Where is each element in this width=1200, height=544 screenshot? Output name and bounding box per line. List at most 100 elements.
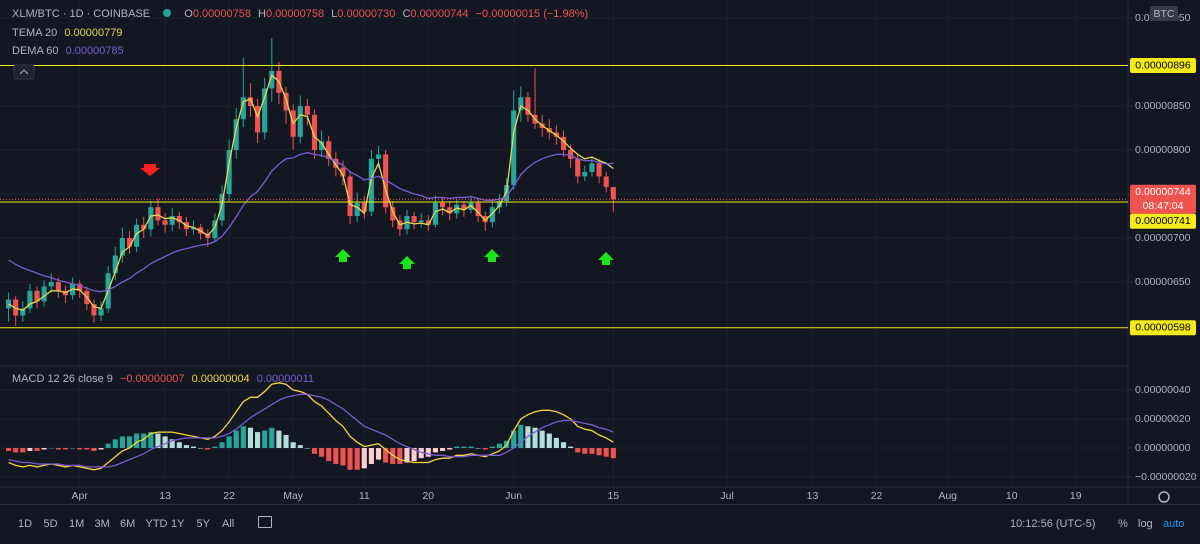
histogram-bar bbox=[105, 443, 111, 449]
histogram-bar bbox=[489, 446, 495, 449]
range-button[interactable]: 3M bbox=[94, 518, 110, 530]
range-button[interactable]: 1Y bbox=[171, 518, 185, 530]
percent-toggle[interactable]: % bbox=[1118, 518, 1128, 530]
sell-arrow bbox=[140, 164, 160, 176]
range-button[interactable]: 1D bbox=[18, 518, 33, 530]
histogram-bar bbox=[20, 448, 26, 453]
collapse-button[interactable] bbox=[13, 64, 35, 80]
collapse-icon bbox=[19, 69, 29, 75]
buy-arrow bbox=[598, 252, 614, 265]
candle-body bbox=[141, 224, 147, 230]
candle-body bbox=[5, 299, 12, 309]
log-toggle[interactable]: log bbox=[1138, 518, 1153, 530]
date-range-icon[interactable] bbox=[258, 516, 272, 528]
grid bbox=[0, 0, 1128, 486]
histogram-bar bbox=[411, 448, 417, 462]
x-tick-label: Jun bbox=[505, 490, 522, 502]
auto-toggle[interactable]: auto bbox=[1163, 518, 1185, 530]
macd-legend: MACD 12 26 close 9 −0.00000007 0.0000000… bbox=[12, 373, 318, 385]
histogram-bar bbox=[326, 448, 332, 462]
histogram-bar bbox=[126, 436, 133, 449]
candle-body bbox=[511, 110, 517, 186]
currency-badge[interactable] bbox=[1150, 6, 1178, 21]
histogram-bar bbox=[432, 448, 438, 453]
y-tick-label: −0.00000020 bbox=[1135, 471, 1197, 483]
histogram-bar bbox=[48, 448, 54, 449]
histogram-bar bbox=[276, 430, 282, 449]
candle-body bbox=[176, 216, 182, 223]
histogram-bar bbox=[205, 448, 211, 450]
histogram-bar bbox=[539, 430, 545, 449]
candle-body bbox=[582, 172, 588, 177]
range-button[interactable]: All bbox=[222, 518, 235, 530]
histogram-bar bbox=[169, 439, 175, 449]
range-button[interactable]: YTD bbox=[145, 518, 168, 530]
histogram-bar bbox=[482, 448, 488, 450]
dema-legend: DEMA 60 0.00000785 bbox=[12, 45, 128, 57]
range-button[interactable]: 5Y bbox=[196, 518, 210, 530]
candle-body bbox=[262, 88, 268, 133]
candle-body bbox=[333, 158, 339, 168]
candle-body bbox=[475, 202, 481, 217]
candle-body bbox=[525, 97, 531, 115]
histogram-bar bbox=[212, 446, 218, 449]
histogram-bar bbox=[183, 445, 189, 449]
histogram-bar bbox=[532, 427, 538, 449]
histogram-bar bbox=[162, 436, 168, 449]
x-tick-label: May bbox=[283, 490, 304, 502]
candle-body bbox=[240, 97, 246, 120]
candle-body bbox=[518, 97, 524, 111]
candle-body bbox=[589, 163, 595, 173]
last-price-label: 0.00000744 bbox=[1135, 186, 1191, 198]
histogram-bar bbox=[134, 433, 140, 449]
clock: 10:12:56 (UTC-5) bbox=[1010, 518, 1096, 530]
axis: Apr 13 22 May 11 20 Jun 15 Jul 13 22 Aug 10 19 0.00000… bbox=[72, 12, 1197, 502]
indicator-name: DEMA 60 bbox=[12, 45, 59, 57]
histogram-bar bbox=[418, 448, 424, 459]
histogram-bar bbox=[70, 448, 76, 449]
histogram-bar bbox=[240, 426, 246, 449]
histogram-bar bbox=[262, 430, 268, 449]
x-tick-label: 15 bbox=[607, 490, 619, 502]
histogram-bar bbox=[468, 446, 474, 449]
range-button[interactable]: 5D bbox=[43, 518, 58, 530]
indicator-value: 0.00000785 bbox=[65, 45, 124, 57]
candle-body bbox=[34, 290, 40, 302]
candle-body bbox=[48, 282, 54, 287]
candle-body bbox=[340, 167, 346, 177]
histogram-bar bbox=[340, 448, 346, 466]
candle-body bbox=[319, 141, 325, 151]
candle-body bbox=[112, 255, 118, 274]
histogram-bar bbox=[347, 448, 353, 470]
histogram-bar bbox=[148, 432, 154, 449]
range-button[interactable]: 6M bbox=[120, 518, 136, 530]
range-button[interactable]: 1M bbox=[69, 518, 85, 530]
indicator-value: 0.00000004 bbox=[191, 373, 250, 385]
candle-body bbox=[461, 204, 467, 210]
status-dot bbox=[163, 9, 172, 17]
candle-body bbox=[560, 136, 567, 151]
candle-body bbox=[162, 220, 168, 225]
settings-icon[interactable] bbox=[1158, 491, 1170, 503]
y-tick-label: 0.00000020 bbox=[1135, 413, 1191, 425]
candle-body bbox=[283, 92, 289, 111]
histogram-bar bbox=[319, 448, 325, 457]
histogram-bar bbox=[368, 448, 374, 464]
buy-arrow bbox=[399, 256, 415, 269]
histogram-bar bbox=[219, 442, 225, 449]
histogram-bar bbox=[447, 448, 453, 450]
histogram-bar bbox=[176, 442, 182, 449]
currency-badge-text: BTC bbox=[1154, 8, 1175, 20]
indicator-name: TEMA 20 bbox=[12, 27, 58, 39]
y-tick-label: 0.00000700 bbox=[1135, 232, 1191, 244]
x-tick-label: Jul bbox=[720, 490, 733, 502]
ohlc-value: 0.00000744 bbox=[410, 8, 469, 20]
candle-body bbox=[77, 283, 83, 291]
price-label-bg bbox=[1130, 213, 1196, 229]
histogram-bar bbox=[297, 445, 303, 449]
candle-body bbox=[155, 207, 161, 221]
histogram-bar bbox=[546, 433, 552, 449]
histogram-bar bbox=[5, 448, 12, 451]
histogram-bar bbox=[27, 448, 33, 451]
candle-body bbox=[41, 286, 47, 302]
